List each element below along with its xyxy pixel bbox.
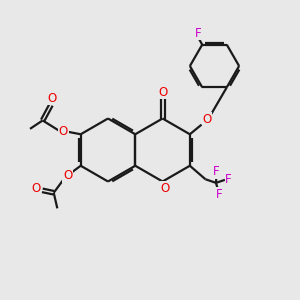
Text: O: O	[158, 86, 167, 99]
Text: O: O	[59, 125, 68, 138]
Text: O: O	[63, 169, 72, 182]
Text: F: F	[195, 27, 202, 40]
Text: O: O	[202, 113, 212, 126]
Text: F: F	[216, 188, 222, 201]
Text: F: F	[225, 173, 232, 186]
Text: O: O	[160, 182, 170, 195]
Text: O: O	[47, 92, 56, 105]
Text: O: O	[31, 182, 40, 195]
Text: F: F	[213, 165, 220, 178]
